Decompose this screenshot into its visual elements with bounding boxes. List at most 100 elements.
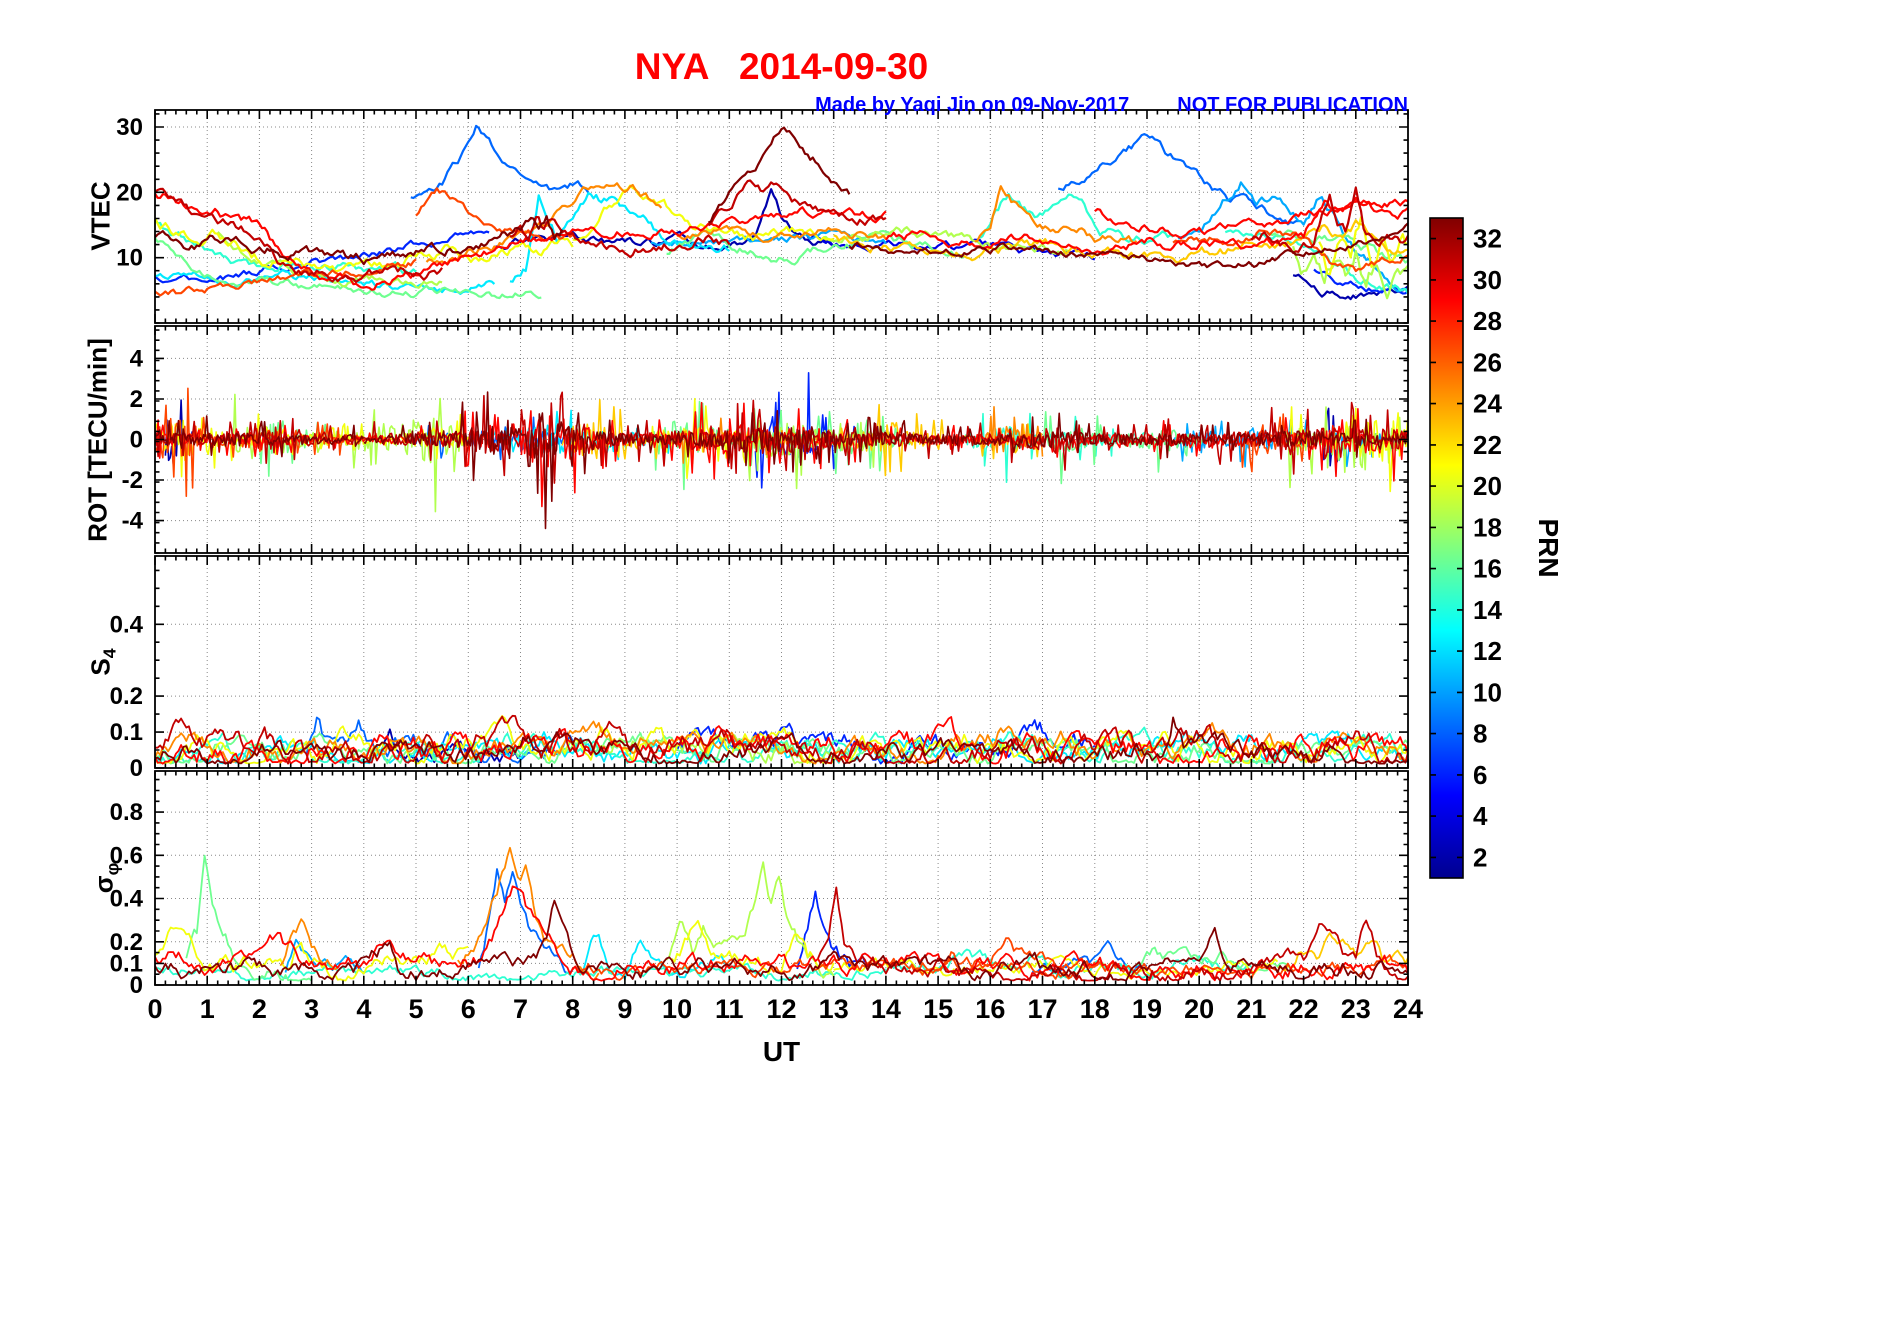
series-prn-8: [410, 124, 590, 200]
colorbar-tick-label: 12: [1473, 636, 1502, 666]
x-tick-label: 10: [662, 994, 692, 1024]
x-tick-label: 19: [1132, 994, 1162, 1024]
colorbar-tick-label: 28: [1473, 306, 1502, 336]
x-tick-label: 17: [1028, 994, 1058, 1024]
series-prn-6: [796, 890, 866, 970]
series-panel-ROT: [155, 371, 1408, 530]
y-tick-label: 0.8: [110, 799, 143, 826]
x-tick-label: 3: [304, 994, 319, 1024]
y-tick-label: 4: [130, 345, 144, 372]
series-prn-20: [155, 715, 1408, 765]
series-prn-32: [155, 215, 564, 266]
series-prn-26: [415, 187, 574, 242]
series-prn-26: [1172, 228, 1408, 273]
series-prn-24: [676, 224, 887, 243]
series-prn-16: [155, 732, 1408, 765]
colorbar-tick-label: 18: [1473, 512, 1502, 542]
colorbar: [1429, 217, 1464, 879]
y-tick-label: 0.6: [110, 842, 143, 869]
colorbar-tick-label: 8: [1473, 719, 1487, 749]
x-tick-label: 15: [923, 994, 953, 1024]
x-axis-label: UT: [762, 1036, 801, 1067]
y-tick-label: 0.2: [110, 929, 143, 956]
series-prn-16: [1135, 946, 1294, 975]
colorbar-tick-label: 20: [1473, 471, 1502, 501]
x-tick-label: 13: [819, 994, 849, 1024]
y-tick-label: 0.1: [110, 719, 143, 746]
series-prn-24: [974, 185, 1138, 245]
colorbar-label: PRN: [1533, 518, 1564, 578]
series-prn-28: [155, 193, 427, 291]
credit-line: Made by Yaqi Jin on 09-Nov-2017 NOT FOR P…: [155, 94, 1408, 117]
x-tick-label: 21: [1236, 994, 1266, 1024]
y-tick-label: -2: [122, 467, 143, 494]
series-prn-28: [1094, 198, 1408, 240]
series-prn-28: [155, 410, 626, 508]
colorbar-tick-label: 30: [1473, 265, 1502, 295]
ticks-panel-S4: [154, 556, 1409, 769]
ticks-panel-sigma_phi: [154, 771, 1409, 986]
series-prn-14: [155, 726, 1408, 765]
y-tick-label: 20: [116, 179, 143, 206]
x-tick-label: 7: [513, 994, 528, 1024]
colorbar-tick-label: 4: [1473, 801, 1488, 831]
series-prn-30: [155, 187, 443, 284]
series-prn-24: [425, 182, 663, 265]
y-tick-label: 0.1: [110, 950, 143, 977]
y-tick-label: -4: [122, 508, 144, 535]
series-prn-20: [1276, 406, 1408, 493]
series-prn-20: [572, 184, 835, 242]
x-tick-label: 1: [200, 994, 215, 1024]
series-prn-32: [363, 391, 1408, 530]
series-prn-8: [477, 868, 574, 974]
y-axis-label-rot: ROT [TECU/min]: [82, 338, 113, 542]
colorbar-tick-label: 10: [1473, 677, 1502, 707]
x-tick-label: 2: [252, 994, 267, 1024]
series-prn-20: [671, 919, 835, 975]
chart-title: NYA 2014-09-30: [634, 46, 929, 87]
y-tick-label: 0.2: [110, 683, 143, 710]
colorbar-tick-label: 22: [1473, 430, 1502, 460]
series-prn-28: [884, 196, 1408, 256]
y-axis-label-sigma-phi: σφ: [88, 862, 123, 894]
series-prn-28: [425, 206, 887, 271]
colorbar-ticks: [1430, 237, 1463, 859]
colorbar-tick-label: 24: [1473, 389, 1502, 419]
x-tick-label: 23: [1341, 994, 1371, 1024]
series-prn-30: [817, 886, 1408, 982]
y-tick-label: 0: [130, 427, 143, 454]
series-prn-10: [284, 938, 365, 975]
y-tick-label: 0.4: [110, 611, 144, 638]
x-tick-label: 8: [565, 994, 580, 1024]
colorbar-tick-label: 2: [1473, 842, 1487, 872]
y-tick-label: 0.4: [110, 886, 144, 913]
colorbar-tick-label: 16: [1473, 554, 1502, 584]
credit-text: Made by Yaqi Jin on 09-Nov-2017: [815, 94, 1130, 116]
series-prn-16: [185, 854, 313, 982]
y-tick-label: 0: [130, 972, 143, 999]
series-prn-30: [707, 179, 887, 227]
y-tick-label: 10: [116, 245, 143, 272]
ticks-panel-VTEC: [154, 110, 1409, 324]
series-prn-32: [848, 222, 1408, 269]
x-tick-label: 11: [715, 994, 744, 1024]
y-tick-label: 30: [116, 114, 143, 141]
x-tick-label: 0: [147, 994, 162, 1024]
x-tick-label: 5: [409, 994, 424, 1024]
series-prn-30: [509, 215, 731, 259]
series-prn-6: [754, 371, 860, 489]
colorbar-tick-label: 26: [1473, 347, 1502, 377]
publication-notice: NOT FOR PUBLICATION: [1177, 94, 1408, 116]
series-prn-32: [155, 415, 364, 458]
y-tick-label: 0: [130, 755, 143, 782]
series-prn-30: [155, 391, 1408, 484]
series-panel-VTEC: [155, 124, 1408, 301]
x-tick-label: 16: [975, 994, 1005, 1024]
x-tick-label: 9: [617, 994, 632, 1024]
x-tick-label: 18: [1080, 994, 1110, 1024]
series-prn-32: [707, 126, 851, 224]
colorbar-tick-label: 14: [1473, 595, 1502, 625]
series-prn-26: [911, 937, 1096, 973]
